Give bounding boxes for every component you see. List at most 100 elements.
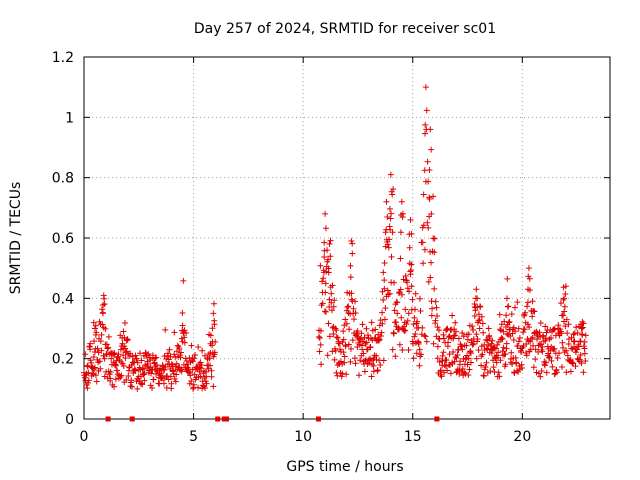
data-point bbox=[173, 371, 180, 378]
data-point bbox=[395, 290, 402, 297]
data-point bbox=[378, 329, 385, 336]
data-point bbox=[187, 372, 194, 379]
data-point bbox=[578, 325, 585, 332]
data-point bbox=[180, 277, 187, 284]
data-point bbox=[424, 158, 431, 165]
data-point bbox=[326, 241, 333, 248]
data-point bbox=[419, 324, 426, 331]
data-point bbox=[416, 295, 423, 302]
data-point bbox=[478, 362, 485, 369]
data-point bbox=[153, 354, 160, 361]
x-tick-label: 10 bbox=[294, 429, 312, 445]
data-point bbox=[171, 375, 178, 382]
data-point bbox=[327, 253, 334, 260]
data-point bbox=[349, 250, 356, 257]
data-point bbox=[492, 345, 499, 352]
data-point bbox=[363, 325, 370, 332]
data-point bbox=[522, 309, 529, 316]
data-point bbox=[555, 322, 562, 329]
data-point bbox=[325, 320, 332, 327]
data-point bbox=[481, 372, 488, 379]
data-point bbox=[190, 385, 197, 392]
data-point bbox=[87, 346, 94, 353]
data-point bbox=[368, 373, 375, 380]
data-point bbox=[381, 259, 388, 266]
data-point bbox=[331, 297, 338, 304]
data-point bbox=[327, 237, 334, 244]
data-point bbox=[562, 283, 569, 290]
data-point bbox=[97, 338, 104, 345]
data-point bbox=[85, 379, 92, 386]
data-point bbox=[160, 363, 167, 370]
data-point bbox=[162, 364, 169, 371]
data-point bbox=[426, 166, 433, 173]
data-point bbox=[389, 229, 396, 236]
data-point bbox=[326, 296, 333, 303]
data-point bbox=[506, 318, 513, 325]
data-point bbox=[359, 321, 366, 328]
data-point bbox=[319, 300, 326, 307]
data-point bbox=[469, 323, 476, 330]
x-tick-label: 0 bbox=[80, 429, 89, 445]
data-point bbox=[352, 360, 359, 367]
data-point bbox=[99, 321, 106, 328]
data-point bbox=[422, 121, 429, 128]
data-point bbox=[472, 304, 479, 311]
data-point bbox=[190, 381, 197, 388]
data-point bbox=[391, 279, 398, 286]
data-point bbox=[485, 341, 492, 348]
data-point bbox=[543, 369, 550, 376]
data-point bbox=[118, 372, 125, 379]
data-point bbox=[101, 300, 108, 307]
data-point bbox=[330, 303, 337, 310]
data-point bbox=[560, 295, 567, 302]
data-point bbox=[325, 265, 332, 272]
data-point bbox=[174, 342, 181, 349]
zero-data-point bbox=[223, 416, 229, 422]
data-point bbox=[404, 317, 411, 324]
data-point bbox=[402, 306, 409, 313]
data-point bbox=[162, 326, 169, 333]
data-point bbox=[513, 360, 520, 367]
data-point bbox=[527, 338, 534, 345]
data-point bbox=[572, 363, 579, 370]
data-point bbox=[422, 84, 429, 91]
data-point bbox=[463, 342, 470, 349]
data-point bbox=[479, 351, 486, 358]
data-point bbox=[163, 384, 170, 391]
data-point bbox=[85, 369, 92, 376]
data-point bbox=[436, 327, 443, 334]
data-point bbox=[333, 334, 340, 341]
data-point bbox=[529, 313, 536, 320]
data-point bbox=[202, 384, 209, 391]
data-point bbox=[419, 239, 426, 246]
data-point bbox=[432, 317, 439, 324]
data-point bbox=[211, 300, 218, 307]
data-point bbox=[523, 352, 530, 359]
data-point bbox=[322, 210, 329, 217]
zero-data-point bbox=[215, 416, 221, 422]
data-point bbox=[329, 324, 336, 331]
data-point bbox=[489, 337, 496, 344]
data-point bbox=[499, 336, 506, 343]
x-ticks: 0 5 10 15 20 bbox=[80, 57, 531, 445]
x-tick-label: 15 bbox=[404, 429, 422, 445]
data-point bbox=[511, 304, 518, 311]
data-point bbox=[434, 343, 441, 350]
data-point bbox=[367, 343, 374, 350]
data-point bbox=[352, 298, 358, 305]
data-point bbox=[207, 362, 214, 369]
data-point bbox=[427, 274, 434, 281]
data-point bbox=[459, 365, 466, 372]
data-point bbox=[450, 335, 457, 342]
data-point bbox=[571, 338, 578, 345]
data-point bbox=[496, 373, 503, 380]
data-point bbox=[322, 225, 329, 232]
data-point bbox=[428, 259, 435, 266]
data-point bbox=[315, 333, 322, 340]
data-point bbox=[316, 335, 323, 342]
data-point bbox=[577, 338, 584, 345]
data-point bbox=[390, 186, 397, 193]
data-point bbox=[538, 367, 545, 374]
data-point bbox=[198, 362, 205, 369]
